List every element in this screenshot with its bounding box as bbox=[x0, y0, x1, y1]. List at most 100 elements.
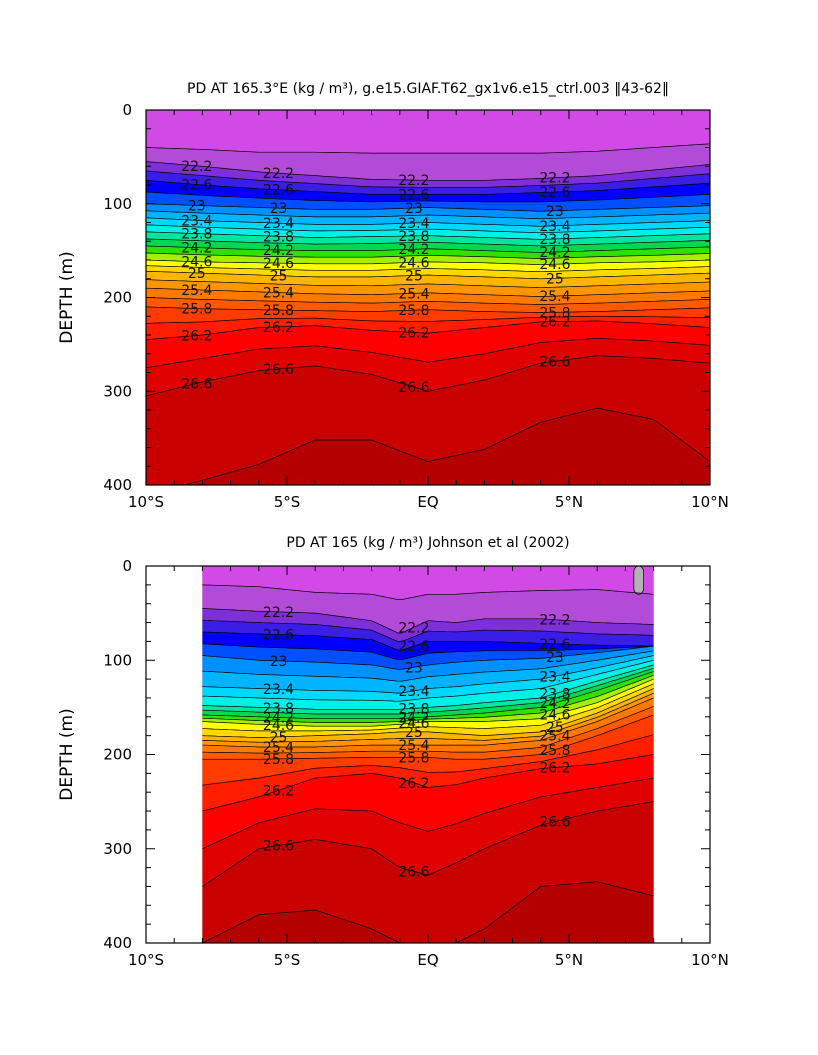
density-band bbox=[202, 566, 654, 600]
contour-label: 22.2 bbox=[181, 159, 212, 175]
isopycnal-line bbox=[202, 692, 654, 743]
contour-label: 25.8 bbox=[539, 305, 570, 321]
contour-label: 23 bbox=[405, 201, 423, 217]
contour-label: 23.4 bbox=[398, 684, 429, 700]
contour-label: 25.8 bbox=[539, 743, 570, 759]
isopycnal-line bbox=[202, 697, 654, 748]
y-tick-label: 200 bbox=[103, 746, 132, 764]
contour-label: 24.2 bbox=[263, 711, 294, 727]
x-tick-label: 5°N bbox=[555, 493, 583, 511]
contour-label: 26.2 bbox=[539, 761, 570, 777]
contour-label: 22.2 bbox=[398, 173, 429, 189]
isopycnal-line bbox=[145, 252, 711, 259]
contour-label: 22.2 bbox=[263, 166, 294, 182]
isopycnal-line bbox=[145, 170, 711, 188]
density-band bbox=[202, 801, 654, 943]
contour-label: 22.6 bbox=[398, 639, 429, 655]
density-band bbox=[202, 706, 654, 760]
lower-panel-title: PD AT 165 (kg / m³) Johnson et al (2002) bbox=[286, 535, 569, 551]
contour-label: 22.2 bbox=[263, 605, 294, 621]
upper-contour-labels: 22.2 22.2 22.2 22.222.6 22.6 22.6 22.623 23 23 23… bbox=[181, 159, 570, 396]
contour-label: 22.2 bbox=[539, 613, 570, 629]
isopycnal-line bbox=[145, 161, 711, 181]
isopycnal-line bbox=[202, 683, 654, 732]
density-band bbox=[146, 265, 710, 279]
contour-label: 23.4 bbox=[181, 213, 212, 229]
contour-label: 25 bbox=[270, 269, 288, 285]
contour-label: 24.2 bbox=[539, 245, 570, 261]
upper-axis-ticks: 10°S 5°S EQ 5°N 10°N 0 100 200 300 400 bbox=[103, 101, 729, 511]
contour-label: 22.6 bbox=[181, 178, 212, 194]
density-band bbox=[202, 698, 654, 754]
contour-label: 24.6 bbox=[539, 257, 570, 273]
contour-label: 26.6 bbox=[398, 864, 429, 880]
contour-label: 26.2 bbox=[398, 776, 429, 792]
density-band bbox=[146, 245, 710, 259]
x-tick-label: 5°S bbox=[274, 493, 301, 511]
isopycnal-line bbox=[202, 645, 654, 670]
isopycnal-line bbox=[202, 619, 654, 642]
isopycnal-line bbox=[202, 734, 654, 786]
upper-density-field bbox=[146, 110, 710, 485]
contour-label: 25.4 bbox=[263, 740, 294, 756]
x-tick-label: 5°N bbox=[555, 951, 583, 969]
contour-label: 25.8 bbox=[263, 752, 294, 768]
isopycnal-line bbox=[145, 270, 711, 280]
contour-label: 23.8 bbox=[539, 687, 570, 703]
contour-label: 25.4 bbox=[263, 286, 294, 302]
contour-label: 26.2 bbox=[539, 315, 570, 331]
density-band bbox=[202, 660, 654, 710]
isopycnal-line bbox=[202, 688, 654, 738]
isopycnal-line bbox=[145, 191, 711, 203]
density-band bbox=[202, 620, 654, 651]
isopycnal-line bbox=[202, 664, 654, 710]
lower-panel: PD AT 165 (kg / m³) Johnson et al (2002)… bbox=[57, 535, 729, 969]
lower-isopycnal-contours bbox=[202, 584, 654, 944]
density-band bbox=[146, 271, 710, 288]
contour-label: 23.4 bbox=[398, 216, 429, 232]
isopycnal-line bbox=[145, 217, 711, 227]
contour-label: 23.8 bbox=[263, 229, 294, 245]
density-band bbox=[146, 306, 710, 324]
isopycnal-line bbox=[202, 643, 654, 661]
contour-label: 24.6 bbox=[539, 708, 570, 724]
contour-label: 25.8 bbox=[181, 302, 212, 318]
density-band bbox=[202, 643, 654, 670]
contour-label: 24.2 bbox=[263, 243, 294, 259]
isopycnal-line bbox=[202, 777, 654, 850]
contour-label: 25 bbox=[405, 725, 423, 741]
contour-label: 25.4 bbox=[539, 289, 570, 305]
lower-y-axis-label: DEPTH (m) bbox=[57, 708, 77, 800]
contour-label: 26.2 bbox=[398, 325, 429, 341]
x-tick-label: 10°S bbox=[128, 493, 164, 511]
lower-axis-ticks: 10°S 5°S EQ 5°N 10°N 0 100 200 300 400 bbox=[103, 557, 729, 969]
contour-label: 23.8 bbox=[181, 227, 212, 243]
contour-label: 23 bbox=[188, 198, 206, 214]
contour-label: 25 bbox=[405, 269, 423, 285]
contour-label: 26.6 bbox=[263, 362, 294, 378]
isopycnal-line bbox=[145, 287, 711, 297]
contour-label: 25 bbox=[188, 266, 206, 282]
isopycnal-line bbox=[202, 659, 654, 702]
density-band bbox=[146, 170, 710, 195]
isopycnal-line bbox=[202, 584, 654, 600]
contour-label: 25.4 bbox=[398, 738, 429, 754]
density-band bbox=[202, 650, 654, 694]
contour-label: 25 bbox=[546, 720, 564, 736]
upper-isopycnal-contours bbox=[145, 143, 711, 486]
contour-label: 26.2 bbox=[263, 320, 294, 336]
contour-label: 24.2 bbox=[539, 696, 570, 712]
isopycnal-line bbox=[145, 179, 711, 195]
isopycnal-line bbox=[202, 801, 654, 887]
contour-label: 25.8 bbox=[263, 303, 294, 319]
contour-label: 24.6 bbox=[398, 716, 429, 732]
isopycnal-line bbox=[145, 306, 711, 313]
isopycnal-line bbox=[145, 297, 711, 305]
density-band bbox=[202, 655, 654, 702]
x-tick-label: 10°N bbox=[691, 493, 729, 511]
contour-label: 26.6 bbox=[398, 380, 429, 396]
density-band bbox=[202, 679, 654, 731]
density-band bbox=[146, 316, 710, 340]
contour-label: 23 bbox=[270, 654, 288, 670]
y-tick-label: 100 bbox=[103, 195, 132, 213]
